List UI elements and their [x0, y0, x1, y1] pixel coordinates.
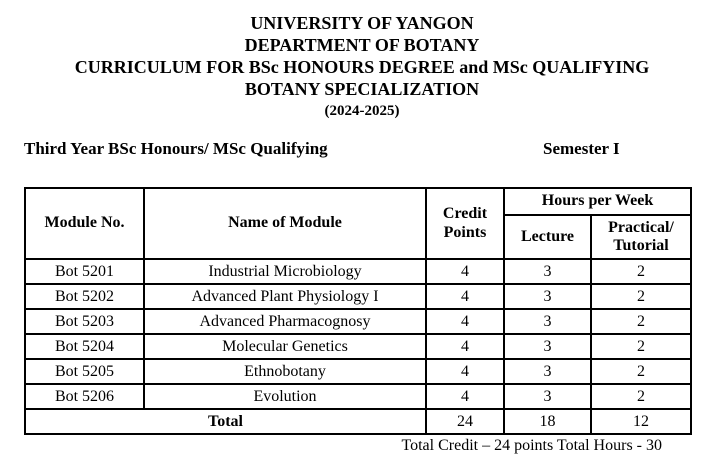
practical-cell: 2 [589, 383, 693, 410]
module-no-cell: Bot 5204 [24, 333, 145, 360]
lecture-cell: 3 [503, 333, 592, 360]
header-module-no: Module No. [24, 187, 145, 260]
practical-cell: 2 [589, 358, 693, 385]
module-no-cell: Bot 5205 [24, 358, 145, 385]
lecture-cell: 3 [503, 358, 592, 385]
header-name-of-module: Name of Module [143, 187, 427, 260]
practical-cell: 2 [589, 258, 693, 285]
module-name-cell: Advanced Plant Physiology I [143, 283, 427, 310]
module-no-cell: Bot 5203 [24, 308, 145, 335]
credit-cell: 4 [425, 358, 505, 385]
program-label: Third Year BSc Honours/ MSc Qualifying [24, 139, 328, 158]
practical-cell: 2 [589, 333, 693, 360]
table-row: Bot 5201 Industrial Microbiology 4 3 2 [24, 258, 693, 285]
department-title: DEPARTMENT OF BOTANY [244, 35, 480, 55]
table-row: Bot 5202 Advanced Plant Physiology I 4 3… [24, 283, 693, 310]
university-title: UNIVERSITY OF YANGON [250, 13, 474, 33]
credit-cell: 4 [425, 383, 505, 410]
module-name-cell: Industrial Microbiology [143, 258, 427, 285]
practical-cell: 2 [589, 308, 693, 335]
header-practical-tutorial: Practical/ Tutorial [589, 214, 693, 260]
header-hours-per-week: Hours per Week [502, 187, 693, 216]
table-row: Bot 5206 Evolution 4 3 2 [24, 383, 693, 410]
table-row: Bot 5205 Ethnobotany 4 3 2 [24, 358, 693, 385]
credit-cell: 4 [425, 308, 505, 335]
total-label: Total [24, 408, 427, 435]
lecture-cell: 3 [503, 258, 592, 285]
total-lecture-cell: 18 [503, 408, 592, 435]
semester-label: Semester I [543, 139, 620, 158]
lecture-cell: 3 [503, 383, 592, 410]
total-row: Total 24 18 12 [24, 408, 693, 435]
module-no-cell: Bot 5202 [24, 283, 145, 310]
credit-cell: 4 [425, 258, 505, 285]
curriculum-title: CURRICULUM FOR BSc HONOURS DEGREE and MS… [74, 57, 650, 77]
specialization-title: BOTANY SPECIALIZATION [244, 79, 480, 99]
table-row: Bot 5204 Molecular Genetics 4 3 2 [24, 333, 693, 360]
total-practical-cell: 12 [589, 408, 693, 435]
module-name-cell: Ethnobotany [143, 358, 427, 385]
table-row: Bot 5203 Advanced Pharmacognosy 4 3 2 [24, 308, 693, 335]
lecture-cell: 3 [503, 308, 592, 335]
subtitle-row: Third Year BSc Honours/ MSc Qualifying S… [0, 139, 724, 161]
title-block: UNIVERSITY OF YANGON DEPARTMENT OF BOTAN… [0, 12, 724, 122]
curriculum-table: Module No. Name of Module Credit Points … [24, 187, 693, 435]
academic-year: (2024-2025) [324, 103, 400, 119]
credit-cell: 4 [425, 333, 505, 360]
practical-cell: 2 [589, 283, 693, 310]
module-name-cell: Molecular Genetics [143, 333, 427, 360]
totals-summary: Total Credit – 24 points Total Hours - 3… [401, 437, 662, 454]
module-no-cell: Bot 5201 [24, 258, 145, 285]
module-name-cell: Advanced Pharmacognosy [143, 308, 427, 335]
header-credit-points: Credit Points [425, 187, 505, 260]
total-credit-cell: 24 [425, 408, 505, 435]
module-name-cell: Evolution [143, 383, 427, 410]
module-no-cell: Bot 5206 [24, 383, 145, 410]
credit-cell: 4 [425, 283, 505, 310]
lecture-cell: 3 [503, 283, 592, 310]
header-lecture: Lecture [503, 214, 592, 260]
